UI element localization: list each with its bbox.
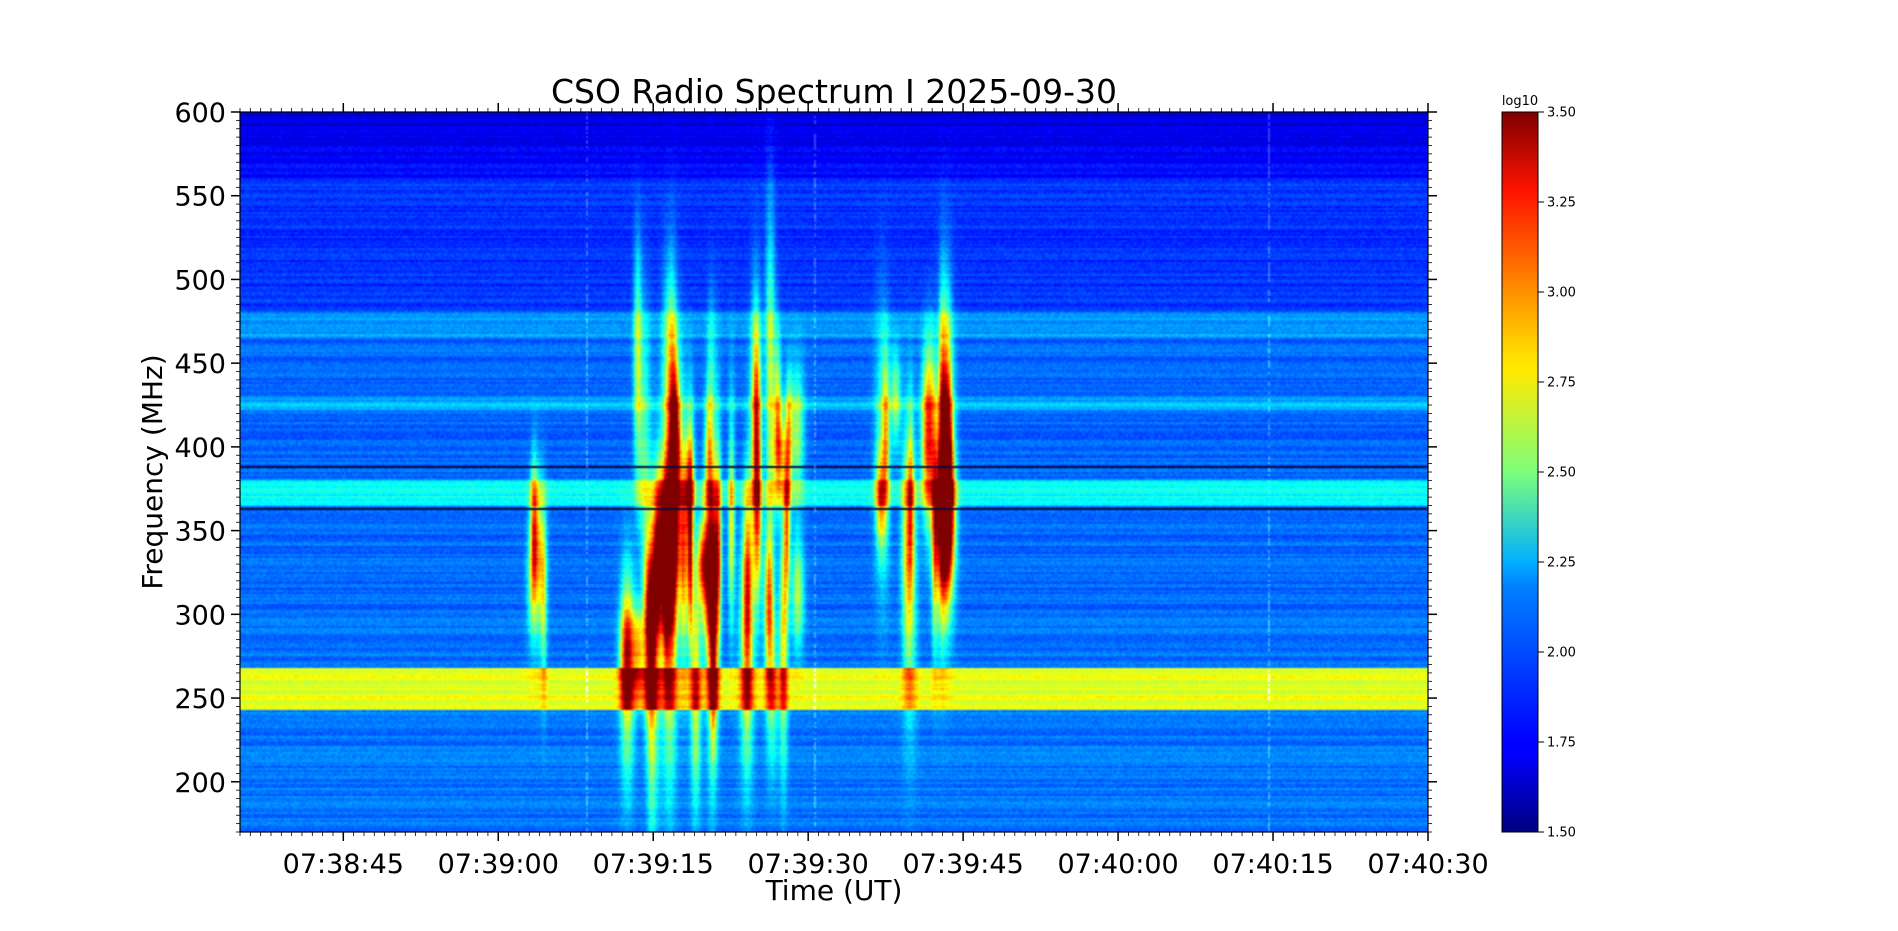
colorbar-tick-label: 1.75 — [1547, 736, 1576, 751]
colorbar-tick-label: 2.00 — [1547, 646, 1576, 661]
x-tick-label: 07:39:00 — [438, 849, 559, 880]
colorbar-tick-label: 3.00 — [1547, 286, 1576, 301]
x-tick-label: 07:40:15 — [1212, 849, 1333, 880]
colorbar: log10 1.50 1.75 2.00 2.25 2.50 2.75 3.00 3.25 3.… — [1501, 94, 1576, 841]
x-tick-label: 07:39:30 — [748, 849, 869, 880]
y-tick-label: 500 — [174, 265, 226, 296]
colorbar-tick-label: 2.25 — [1547, 556, 1576, 571]
x-tick-label: 07:39:15 — [593, 849, 714, 880]
y-tick-label: 200 — [174, 768, 226, 799]
x-axis: 07:38:45 07:39:00 07:39:15 07:39:30 07:39:45… — [239, 103, 1489, 880]
y-tick-label: 400 — [174, 433, 226, 464]
spectrogram-image — [240, 112, 1428, 832]
chart-title: CSO Radio Spectrum I 2025-09-30 — [551, 72, 1117, 111]
x-axis-label: Time (UT) — [765, 874, 903, 907]
x-tick-label: 07:40:00 — [1057, 849, 1178, 880]
colorbar-tick-label: 3.50 — [1547, 106, 1576, 121]
y-tick-label: 550 — [174, 182, 226, 213]
colorbar-label: log10 — [1502, 94, 1538, 109]
colorbar-tick-label: 1.50 — [1547, 826, 1576, 841]
colorbar-gradient — [1501, 111, 1539, 833]
y-tick-label: 250 — [174, 684, 226, 715]
colorbar-tick-label: 3.25 — [1547, 196, 1576, 211]
y-tick-label: 300 — [174, 600, 226, 631]
y-tick-label: 350 — [174, 517, 226, 548]
x-tick-label: 07:40:30 — [1367, 849, 1488, 880]
x-tick-label: 07:38:45 — [283, 849, 404, 880]
colorbar-tick-label: 2.75 — [1547, 376, 1576, 391]
colorbar-tick-label: 2.50 — [1547, 466, 1576, 481]
y-axis: 200 250 300 350 400 450 500 550 600 — [174, 98, 1437, 833]
y-tick-label: 600 — [174, 98, 226, 129]
y-tick-label: 450 — [174, 349, 226, 380]
y-axis-label: Frequency (MHz) — [136, 354, 169, 589]
x-tick-label: 07:39:45 — [902, 849, 1023, 880]
